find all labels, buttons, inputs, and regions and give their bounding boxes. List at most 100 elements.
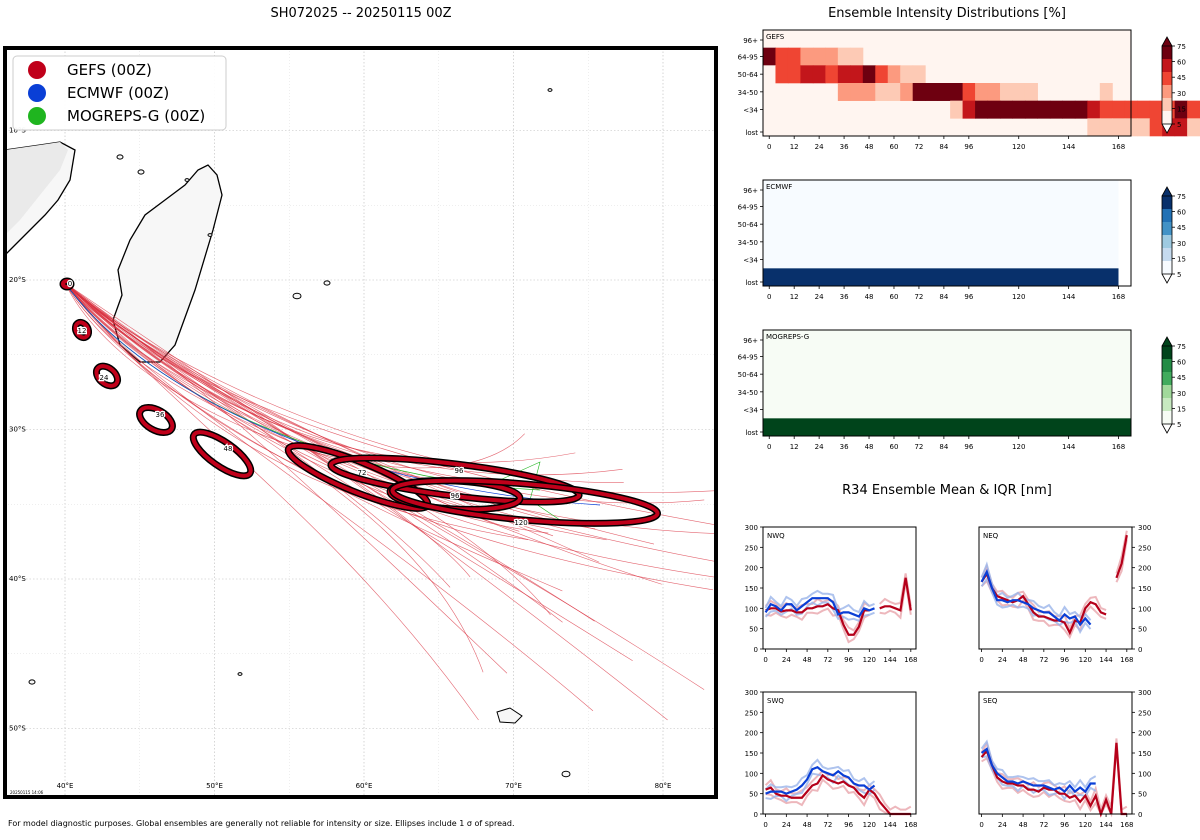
y-tick-label: 96+ (743, 337, 758, 345)
x-tick-label: 96 (964, 293, 973, 301)
r34-iqr-line (765, 778, 911, 815)
heatmap-cell (925, 83, 939, 101)
r34-mean-line-gefs2 (879, 577, 912, 612)
colorbar-segment (1162, 411, 1172, 425)
r34-iqr-line (981, 755, 1097, 801)
colorbar-segment (1162, 46, 1172, 60)
heatmap-cell (850, 65, 864, 84)
footnote: For model diagnostic purposes. Global en… (8, 819, 515, 828)
heatmap-cell (825, 47, 839, 66)
colorbar-tick-label: 5 (1177, 421, 1181, 429)
heatmap-cell (1099, 100, 1113, 119)
colorbar-tick-label: 15 (1177, 105, 1186, 113)
x-tick-label: 168 (1120, 821, 1133, 829)
heatmap-cell (850, 83, 864, 101)
x-tick-label: 0 (767, 143, 771, 151)
heatmap-cell (1012, 100, 1026, 119)
heatmap-cell (1000, 83, 1013, 101)
x-tick-label: 24 (782, 821, 791, 829)
heatmap-cell (1074, 100, 1088, 119)
x-tick-label: 120 (1012, 143, 1025, 151)
heatmap-cell (1149, 100, 1163, 119)
heatmap-panel-label: MOGREPS-G (766, 333, 809, 341)
track-map: SH072025 -- 20250115 00Z 0 12 24 36 48 72 96 96 1… (3, 6, 718, 799)
heatmap-cell (812, 65, 826, 84)
map-frame (3, 46, 718, 799)
x-tick-label: 72 (823, 821, 832, 829)
colorbar-segment (1162, 85, 1172, 99)
x-tick-label: 36 (840, 293, 849, 301)
small-island (137, 169, 145, 175)
heatmap-cell (1062, 100, 1076, 119)
heatmap-cell (850, 47, 864, 66)
colorbar-segment (1162, 235, 1172, 249)
heatmap-cell (1000, 100, 1013, 119)
small-island (292, 292, 302, 300)
legend-box (12, 55, 227, 131)
x-tick-label: 0 (763, 656, 767, 664)
ecmwf-member-track (64, 282, 601, 506)
x-tick-label: 72 (914, 293, 923, 301)
intensity-heatmaps: Ensemble Intensity Distributions [%] GEFS… (738, 6, 1200, 451)
x-tick-label: 12 (790, 443, 799, 451)
y-tick-label: 50-64 (738, 221, 759, 229)
y-tick-label: 150 (745, 750, 758, 758)
spread-ellipse (136, 404, 176, 436)
x-tick-label: 144 (883, 821, 897, 829)
colorbar-tick-label: 45 (1177, 224, 1186, 232)
heatmap-cell (1087, 100, 1101, 119)
x-tick-label: 48 (1019, 656, 1028, 664)
x-tick-label: 120 (1012, 443, 1025, 451)
heatmap-frame (762, 179, 1132, 287)
x-tick-label: 72 (914, 443, 923, 451)
y-tick-label: 50 (1138, 626, 1147, 634)
x-tick-label: 60 (890, 443, 899, 451)
spread-ellipse (71, 318, 93, 342)
colorbar-segment (1162, 196, 1172, 210)
x-tick-label: 72 (1039, 821, 1048, 829)
heatmap-cell (800, 47, 814, 66)
y-tick-label: 250 (745, 709, 758, 717)
small-island (116, 154, 124, 160)
x-tick-label: 84 (939, 143, 948, 151)
gefs-member-track (64, 282, 716, 526)
r34-panels: R34 Ensemble Mean & IQR [nm] NWQ 0 24 48 72 96… (745, 483, 1152, 829)
r34-panel-label: SWQ (767, 697, 784, 705)
heatmap-cell (1099, 83, 1113, 101)
map-timestamp: 20250115 14:06 (10, 790, 44, 795)
x-tick-label: 48 (803, 821, 812, 829)
heatmap-cell (1174, 118, 1188, 137)
heatmap-cell (962, 100, 976, 119)
heatmap-cell (812, 47, 826, 66)
lon-label: 50°E (206, 782, 223, 790)
r34-iqr-line (765, 607, 870, 644)
colorbar-tick-label: 30 (1177, 390, 1186, 398)
heatmap-cell (787, 47, 801, 66)
y-tick-label: 150 (1138, 750, 1151, 758)
r34-mean-line-ecmwf (980, 568, 1092, 627)
x-tick-label: 96 (1060, 821, 1069, 829)
colorbar-top-arrow (1161, 186, 1173, 197)
gefs-member-track (64, 282, 549, 534)
x-tick-label: 48 (803, 656, 812, 664)
r34-iqr-line (764, 589, 875, 614)
heatmap-cell (862, 83, 876, 101)
colorbar-tick-label: 30 (1177, 240, 1186, 248)
r34-mean-line-gefs (980, 571, 1107, 636)
small-island (547, 88, 553, 92)
colorbar-frame (1161, 45, 1173, 125)
colorbar-segment (1162, 372, 1172, 386)
y-tick-label: 100 (745, 605, 758, 613)
x-tick-label: 48 (865, 143, 874, 151)
colorbar-tick-label: 30 (1177, 90, 1186, 98)
heatmap-cell (1174, 100, 1188, 119)
colorbar-segment (1162, 222, 1172, 236)
heatmap-cell (1187, 118, 1200, 137)
ellipse-hour-label: 96 (451, 492, 460, 500)
r34-panel-swq: SWQ 0 24 48 72 96 120 144 168 0 50 100 150 200 250 300 (745, 689, 918, 829)
ellipse-fill-ring (390, 478, 660, 526)
heatmap-cell (800, 65, 814, 84)
x-tick-label: 168 (1120, 656, 1133, 664)
colorbar-tick-label: 60 (1177, 359, 1186, 367)
x-tick-label: 96 (1060, 656, 1069, 664)
